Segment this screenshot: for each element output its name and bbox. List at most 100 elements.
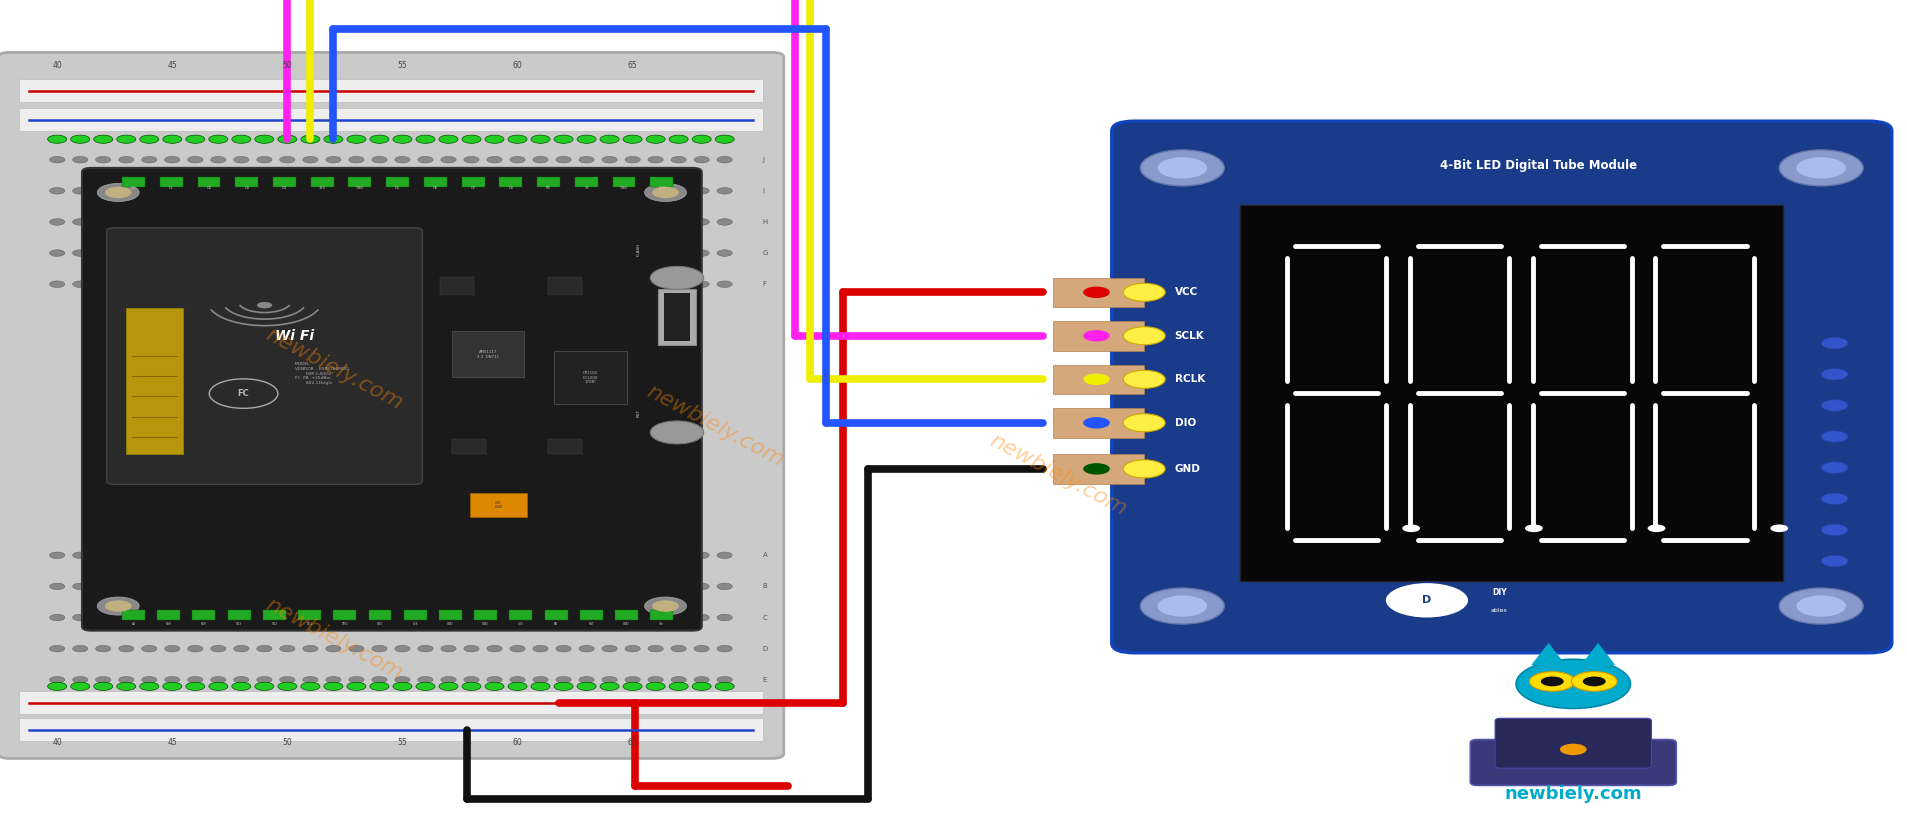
Circle shape [692, 135, 711, 143]
Circle shape [1821, 369, 1848, 380]
Circle shape [72, 219, 88, 225]
Text: 3V3: 3V3 [658, 186, 666, 190]
Circle shape [646, 135, 666, 143]
Circle shape [372, 250, 387, 256]
Bar [227, 610, 250, 620]
Circle shape [418, 219, 433, 225]
Circle shape [603, 676, 618, 683]
Circle shape [210, 676, 225, 683]
Circle shape [580, 250, 595, 256]
Circle shape [1529, 672, 1575, 691]
Circle shape [235, 250, 250, 256]
Circle shape [486, 614, 502, 621]
Bar [193, 610, 215, 620]
Circle shape [557, 219, 572, 225]
Circle shape [532, 676, 547, 683]
Circle shape [95, 552, 111, 559]
Circle shape [141, 645, 156, 652]
Circle shape [648, 552, 664, 559]
Circle shape [463, 281, 479, 287]
Circle shape [557, 552, 572, 559]
Circle shape [280, 219, 296, 225]
Circle shape [95, 188, 111, 194]
Bar [545, 610, 568, 620]
Circle shape [95, 219, 111, 225]
Circle shape [486, 219, 502, 225]
Circle shape [395, 552, 410, 559]
Circle shape [463, 614, 479, 621]
Circle shape [1571, 672, 1617, 691]
Circle shape [625, 676, 641, 683]
Circle shape [509, 583, 524, 590]
Bar [368, 610, 391, 620]
Circle shape [669, 135, 688, 143]
Circle shape [257, 676, 273, 683]
Circle shape [603, 614, 618, 621]
Text: VCC: VCC [1175, 287, 1198, 297]
Circle shape [349, 281, 364, 287]
Circle shape [187, 676, 202, 683]
Circle shape [418, 614, 433, 621]
Circle shape [95, 281, 111, 287]
Circle shape [372, 188, 387, 194]
Bar [263, 610, 286, 620]
Circle shape [93, 135, 113, 143]
Circle shape [645, 597, 687, 615]
Circle shape [694, 583, 709, 590]
Circle shape [118, 281, 133, 287]
Bar [452, 332, 524, 377]
Circle shape [50, 583, 65, 590]
Circle shape [1821, 431, 1848, 442]
Circle shape [671, 188, 687, 194]
Circle shape [625, 188, 641, 194]
Circle shape [303, 614, 318, 621]
Circle shape [1796, 157, 1846, 179]
Bar [664, 293, 690, 341]
Circle shape [395, 614, 410, 621]
Circle shape [580, 156, 595, 163]
Circle shape [441, 645, 456, 652]
Text: D8: D8 [509, 186, 513, 190]
Circle shape [648, 583, 664, 590]
Circle shape [235, 583, 250, 590]
Circle shape [118, 614, 133, 621]
Text: A: A [763, 552, 767, 559]
Circle shape [48, 682, 67, 690]
Circle shape [1821, 524, 1848, 536]
Circle shape [486, 281, 502, 287]
Text: newbiely.com: newbiely.com [1505, 785, 1642, 803]
Circle shape [509, 156, 524, 163]
Circle shape [349, 583, 364, 590]
Circle shape [441, 583, 456, 590]
Text: TX: TX [584, 186, 589, 190]
Text: B: B [763, 583, 767, 590]
Circle shape [118, 645, 133, 652]
Circle shape [578, 682, 597, 690]
Text: CMD: CMD [341, 622, 349, 626]
Bar [297, 610, 320, 620]
Circle shape [235, 156, 250, 163]
Circle shape [187, 645, 202, 652]
Circle shape [257, 156, 273, 163]
Circle shape [50, 676, 65, 683]
Text: F: F [763, 281, 767, 287]
Circle shape [532, 156, 547, 163]
Circle shape [208, 135, 227, 143]
Bar [1053, 408, 1144, 437]
Circle shape [50, 552, 65, 559]
Circle shape [210, 188, 225, 194]
Circle shape [141, 614, 156, 621]
Circle shape [326, 156, 341, 163]
Bar [461, 177, 484, 187]
Circle shape [235, 676, 250, 683]
Bar [439, 610, 461, 620]
Circle shape [625, 645, 641, 652]
Circle shape [141, 156, 156, 163]
Circle shape [97, 183, 139, 201]
Bar [538, 177, 561, 187]
Circle shape [509, 676, 524, 683]
Circle shape [349, 614, 364, 621]
Circle shape [463, 645, 479, 652]
Circle shape [257, 188, 273, 194]
Circle shape [349, 645, 364, 652]
